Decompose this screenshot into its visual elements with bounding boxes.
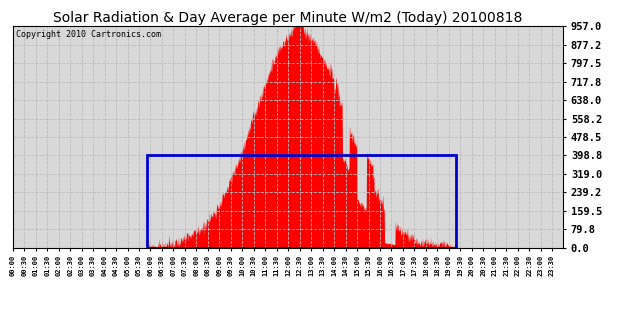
Bar [147,155,456,248]
Title: Solar Radiation & Day Average per Minute W/m2 (Today) 20100818: Solar Radiation & Day Average per Minute… [53,11,523,25]
Text: Copyright 2010 Cartronics.com: Copyright 2010 Cartronics.com [15,30,161,39]
